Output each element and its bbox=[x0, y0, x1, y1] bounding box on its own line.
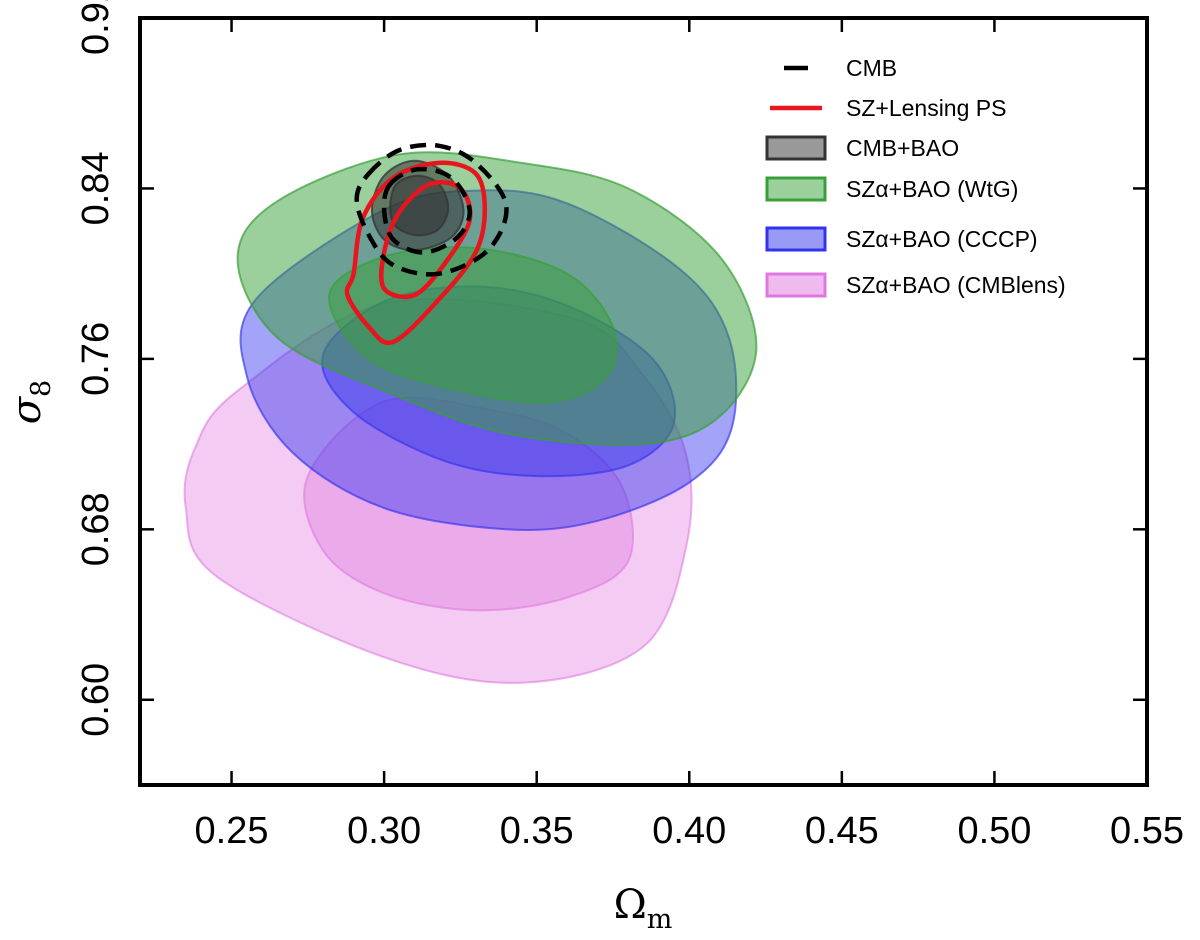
contour-sz-lensing-ps-95 bbox=[344, 160, 488, 346]
legend-label: SZα+BAO (WtG) bbox=[846, 176, 1018, 202]
legend-item-sz-lensing-ps: SZ+Lensing PS bbox=[770, 95, 1006, 121]
y-tick-label: 0.60 bbox=[75, 663, 117, 737]
y-tick-label: 0.76 bbox=[75, 322, 117, 396]
series-szalpha-bao-wtg bbox=[236, 151, 758, 446]
legend-swatch bbox=[765, 272, 827, 298]
legend-item-szalpha-bao-wtg: SZα+BAO (WtG) bbox=[765, 176, 1018, 202]
x-tick-label: 0.45 bbox=[805, 810, 879, 852]
legend-item-szalpha-bao-cccp: SZα+BAO (CCCP) bbox=[765, 226, 1038, 252]
legend-swatch bbox=[765, 176, 827, 202]
x-tick-label: 0.50 bbox=[957, 810, 1031, 852]
legend: CMB SZ+Lensing PS CMB+BAO SZα+BAO (WtG) SZα+… bbox=[765, 55, 1066, 298]
legend-label: SZα+BAO (CCCP) bbox=[846, 226, 1038, 252]
x-tick-label: 0.25 bbox=[195, 810, 269, 852]
contour-cmb-95 bbox=[354, 142, 509, 277]
series-cmb bbox=[354, 142, 509, 277]
y-tick-label: 0.84 bbox=[75, 151, 117, 225]
x-tick-label: 0.35 bbox=[500, 810, 574, 852]
legend-swatch bbox=[765, 135, 827, 161]
contour-cmb-bao-68 bbox=[389, 174, 450, 237]
legend-label: CMB bbox=[846, 55, 897, 81]
contour-layer bbox=[183, 142, 758, 684]
legend-label: CMB+BAO bbox=[846, 135, 959, 161]
legend-item-szalpha-bao-cmblens: SZα+BAO (CMBlens) bbox=[765, 272, 1066, 298]
y-axis-label: σ8 bbox=[4, 380, 57, 425]
contour-cmb-68 bbox=[381, 166, 472, 255]
x-tick-label: 0.40 bbox=[652, 810, 726, 852]
legend-item-cmb-bao: CMB+BAO bbox=[765, 135, 959, 161]
legend-item-cmb: CMB bbox=[784, 55, 897, 81]
x-tick-label: 0.30 bbox=[347, 810, 421, 852]
legend-swatch bbox=[765, 226, 827, 252]
legend-label: SZα+BAO (CMBlens) bbox=[846, 272, 1066, 298]
tick-layer: 0.25 0.30 0.35 0.40 0.45 0.50 0.55 0.60 0.68 0.76… bbox=[75, 0, 1184, 852]
plot-frame bbox=[138, 16, 1149, 787]
x-tick-label: 0.55 bbox=[1110, 810, 1184, 852]
legend-label: SZ+Lensing PS bbox=[846, 95, 1006, 121]
y-tick-label: 0.68 bbox=[75, 492, 117, 566]
y-tick-label: 0.92 bbox=[75, 0, 117, 55]
x-axis-label: Ωm bbox=[614, 882, 673, 935]
